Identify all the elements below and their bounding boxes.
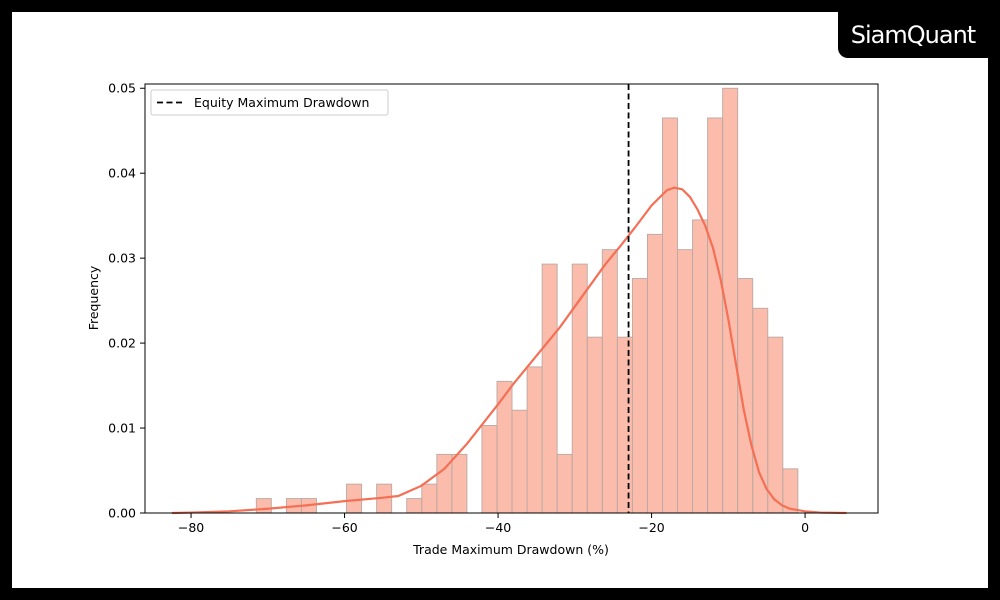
x-tick-label: −60 — [331, 520, 357, 535]
legend-entry-label: Equity Maximum Drawdown — [194, 95, 369, 110]
histogram-bar — [346, 483, 363, 514]
histogram-bar — [707, 117, 724, 514]
y-tick-label: 0.02 — [108, 336, 136, 351]
histogram-bar — [511, 409, 528, 514]
histogram-bar — [677, 249, 694, 514]
legend: Equity Maximum Drawdown — [150, 89, 389, 116]
y-tick-label: 0.03 — [108, 251, 136, 266]
x-axis-label: Trade Maximum Drawdown (%) — [412, 542, 609, 557]
histogram-bars — [255, 87, 799, 514]
y-tick-label: 0.00 — [108, 506, 136, 521]
kde-line — [171, 186, 847, 515]
y-axis-label: Frequency — [86, 265, 101, 330]
legend-box — [150, 89, 389, 116]
plot-frame — [144, 83, 879, 514]
y-tick-label: 0.04 — [108, 166, 136, 181]
x-tick-label: −20 — [638, 520, 664, 535]
x-axis-ticks: −80 −60 −40 −20 0 — [178, 513, 809, 535]
histogram-bar — [526, 366, 543, 514]
histogram-bar — [616, 336, 633, 514]
histogram-bar — [556, 453, 573, 514]
histogram-bar — [421, 483, 438, 514]
y-tick-label: 0.01 — [108, 421, 136, 436]
histogram-bar — [601, 249, 618, 514]
histogram-bar — [692, 219, 709, 514]
brand-logo: SiamQuant — [838, 12, 988, 58]
histogram-bar — [481, 425, 498, 514]
histogram-bar — [406, 498, 423, 514]
histogram-chart: −80 −60 −40 −20 0 0.00 0.01 0.02 0.03 0.04 0.05 T… — [86, 81, 879, 557]
histogram-bar — [631, 278, 648, 514]
x-tick-label: −40 — [485, 520, 511, 535]
histogram-bar — [541, 263, 558, 514]
histogram-bar — [451, 453, 468, 514]
histogram-bar — [586, 336, 603, 514]
histogram-bar — [662, 117, 678, 514]
histogram-bar — [737, 278, 754, 514]
x-tick-label: 0 — [801, 520, 809, 535]
x-tick-label: −80 — [178, 520, 204, 535]
histogram-bar — [767, 336, 784, 514]
histogram-bar — [646, 233, 663, 514]
histogram-bar — [752, 307, 769, 514]
chart-canvas: SiamQuant −80 −60 −40 −20 0 0.00 0.01 0.02 0.03… — [12, 12, 988, 588]
histogram-bar — [255, 498, 272, 514]
y-axis-ticks: 0.00 0.01 0.02 0.03 0.04 0.05 — [108, 81, 145, 521]
y-tick-label: 0.05 — [108, 81, 136, 96]
